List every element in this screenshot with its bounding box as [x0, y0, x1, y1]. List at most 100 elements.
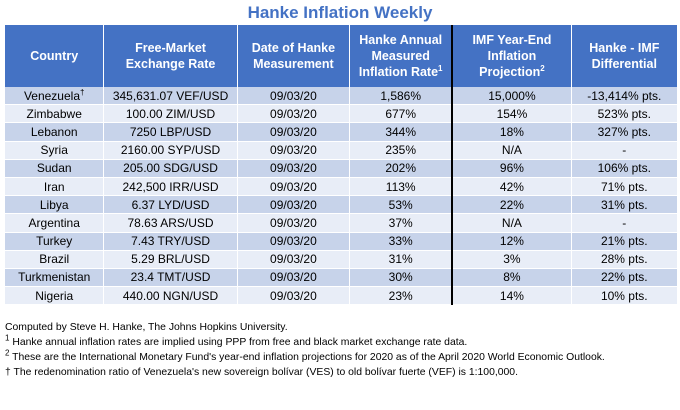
- cell-exchange-rate: 78.63 ARS/USD: [103, 213, 238, 232]
- table-row: Argentina 78.63 ARS/USD 09/03/20 37% N/A -: [5, 213, 677, 232]
- cell-exchange-rate: 7.43 TRY/USD: [103, 232, 238, 251]
- cell-hanke-rate: 202%: [349, 159, 454, 178]
- dagger-mark: †: [80, 87, 85, 97]
- cell-date: 09/03/20: [237, 232, 351, 251]
- footnote-ref-2: 2: [540, 63, 545, 73]
- table-row: Lebanon 7250 LBP/USD 09/03/20 344% 18% 327% p…: [5, 122, 677, 142]
- cell-exchange-rate: 7250 LBP/USD: [103, 122, 238, 142]
- cell-hanke-rate: 53%: [349, 195, 454, 214]
- cell-country: Turkey: [5, 232, 105, 251]
- cell-country: Syria: [5, 141, 105, 160]
- cell-imf-projection: 8%: [452, 268, 572, 287]
- cell-differential: 31% pts.: [571, 195, 677, 214]
- cell-date: 09/03/20: [237, 250, 351, 269]
- cell-imf-projection: 42%: [452, 177, 572, 196]
- cell-exchange-rate: 100.00 ZIM/USD: [103, 104, 238, 123]
- cell-date: 09/03/20: [237, 104, 351, 123]
- cell-country: Lebanon: [5, 122, 105, 142]
- cell-date: 09/03/20: [237, 268, 351, 287]
- table-row: Sudan 205.00 SDG/USD 09/03/20 202% 96% 106% p…: [5, 159, 677, 178]
- cell-hanke-rate: 344%: [349, 122, 454, 142]
- table-row: Iran 242,500 IRR/USD 09/03/20 113% 42% 71% pt…: [5, 177, 677, 196]
- cell-date: 09/03/20: [237, 177, 351, 196]
- table-row: Venezuela† 345,631.07 VEF/USD 09/03/20 1,58…: [5, 87, 677, 105]
- cell-exchange-rate: 2160.00 SYP/USD: [103, 141, 238, 160]
- table-row: Libya 6.37 LYD/USD 09/03/20 53% 22% 31% pts.: [5, 195, 677, 214]
- cell-differential: 21% pts.: [571, 232, 677, 251]
- cell-exchange-rate: 242,500 IRR/USD: [103, 177, 238, 196]
- cell-exchange-rate: 5.29 BRL/USD: [103, 250, 238, 269]
- cell-country: Brazil: [5, 250, 105, 269]
- table-row: Turkey 7.43 TRY/USD 09/03/20 33% 12% 21% pts.: [5, 232, 677, 251]
- cell-country: Iran: [5, 177, 105, 196]
- cell-differential: 22% pts.: [571, 268, 677, 287]
- header-country: Country: [5, 25, 105, 87]
- cell-exchange-rate: 6.37 LYD/USD: [103, 195, 238, 214]
- cell-country: Libya: [5, 195, 105, 214]
- cell-country: Turkmenistan: [5, 268, 105, 287]
- cell-differential: -: [571, 213, 677, 232]
- cell-date: 09/03/20: [237, 87, 351, 105]
- footnote-1: 1 Hanke annual inflation rates are impli…: [5, 333, 468, 348]
- cell-hanke-rate: 1,586%: [349, 87, 454, 105]
- cell-exchange-rate: 440.00 NGN/USD: [103, 286, 238, 305]
- table-row: Syria 2160.00 SYP/USD 09/03/20 235% N/A -: [5, 141, 677, 160]
- header-hanke-rate: Hanke Annual Measured Inflation Rate1: [349, 25, 454, 87]
- cell-hanke-rate: 23%: [349, 286, 454, 305]
- header-date: Date of Hanke Measurement: [237, 25, 351, 87]
- cell-country: Venezuela†: [5, 87, 105, 105]
- cell-date: 09/03/20: [237, 213, 351, 232]
- header-exchange-rate: Free-Market Exchange Rate: [103, 25, 238, 87]
- table-row: Zimbabwe 100.00 ZIM/USD 09/03/20 677% 154% 52…: [5, 104, 677, 123]
- footnote-dagger: † The redenomination ratio of Venezuela'…: [5, 367, 518, 378]
- cell-hanke-rate: 37%: [349, 213, 454, 232]
- credit-note: Computed by Steve H. Hanke, The Johns Ho…: [5, 322, 288, 333]
- cell-hanke-rate: 677%: [349, 104, 454, 123]
- cell-differential: 71% pts.: [571, 177, 677, 196]
- cell-imf-projection: 12%: [452, 232, 572, 251]
- cell-imf-projection: 96%: [452, 159, 572, 178]
- table-row: Nigeria 440.00 NGN/USD 09/03/20 23% 14% 10% p…: [5, 286, 677, 305]
- cell-hanke-rate: 33%: [349, 232, 454, 251]
- footnotes: Computed by Steve H. Hanke, The Johns Ho…: [5, 320, 675, 380]
- table-header-row: Country Free-Market Exchange Rate Date o…: [5, 25, 677, 87]
- header-imf-projection: IMF Year-End Inflation Projection2: [452, 25, 572, 87]
- cell-differential: -: [571, 141, 677, 160]
- footnote-ref-1: 1: [438, 63, 443, 73]
- table-row: Brazil 5.29 BRL/USD 09/03/20 31% 3% 28% pts.: [5, 250, 677, 269]
- cell-date: 09/03/20: [237, 195, 351, 214]
- cell-exchange-rate: 345,631.07 VEF/USD: [103, 87, 238, 105]
- cell-differential: -13,414% pts.: [571, 87, 677, 105]
- cell-differential: 523% pts.: [571, 104, 677, 123]
- cell-differential: 106% pts.: [571, 159, 677, 178]
- cell-differential: 327% pts.: [571, 122, 677, 142]
- cell-country: Nigeria: [5, 286, 105, 305]
- cell-date: 09/03/20: [237, 122, 351, 142]
- cell-imf-projection: 14%: [452, 286, 572, 305]
- cell-imf-projection: N/A: [452, 141, 572, 160]
- cell-differential: 10% pts.: [571, 286, 677, 305]
- cell-date: 09/03/20: [237, 159, 351, 178]
- cell-exchange-rate: 205.00 SDG/USD: [103, 159, 238, 178]
- cell-hanke-rate: 113%: [349, 177, 454, 196]
- cell-imf-projection: 3%: [452, 250, 572, 269]
- cell-hanke-rate: 235%: [349, 141, 454, 160]
- cell-exchange-rate: 23.4 TMT/USD: [103, 268, 238, 287]
- table-row: Turkmenistan 23.4 TMT/USD 09/03/20 30% 8% 22%…: [5, 268, 677, 287]
- cell-country: Sudan: [5, 159, 105, 178]
- cell-imf-projection: N/A: [452, 213, 572, 232]
- cell-imf-projection: 15,000%: [452, 87, 572, 105]
- inflation-table: Country Free-Market Exchange Rate Date o…: [5, 25, 677, 305]
- footnote-2: 2 These are the International Monetary F…: [5, 348, 605, 363]
- cell-differential: 28% pts.: [571, 250, 677, 269]
- page-title: Hanke Inflation Weekly: [247, 3, 433, 22]
- cell-hanke-rate: 31%: [349, 250, 454, 269]
- cell-hanke-rate: 30%: [349, 268, 454, 287]
- cell-country: Argentina: [5, 213, 105, 232]
- header-differential: Hanke - IMF Differential: [571, 25, 677, 87]
- cell-country: Zimbabwe: [5, 104, 105, 123]
- cell-imf-projection: 18%: [452, 122, 572, 142]
- cell-date: 09/03/20: [237, 286, 351, 305]
- cell-imf-projection: 154%: [452, 104, 572, 123]
